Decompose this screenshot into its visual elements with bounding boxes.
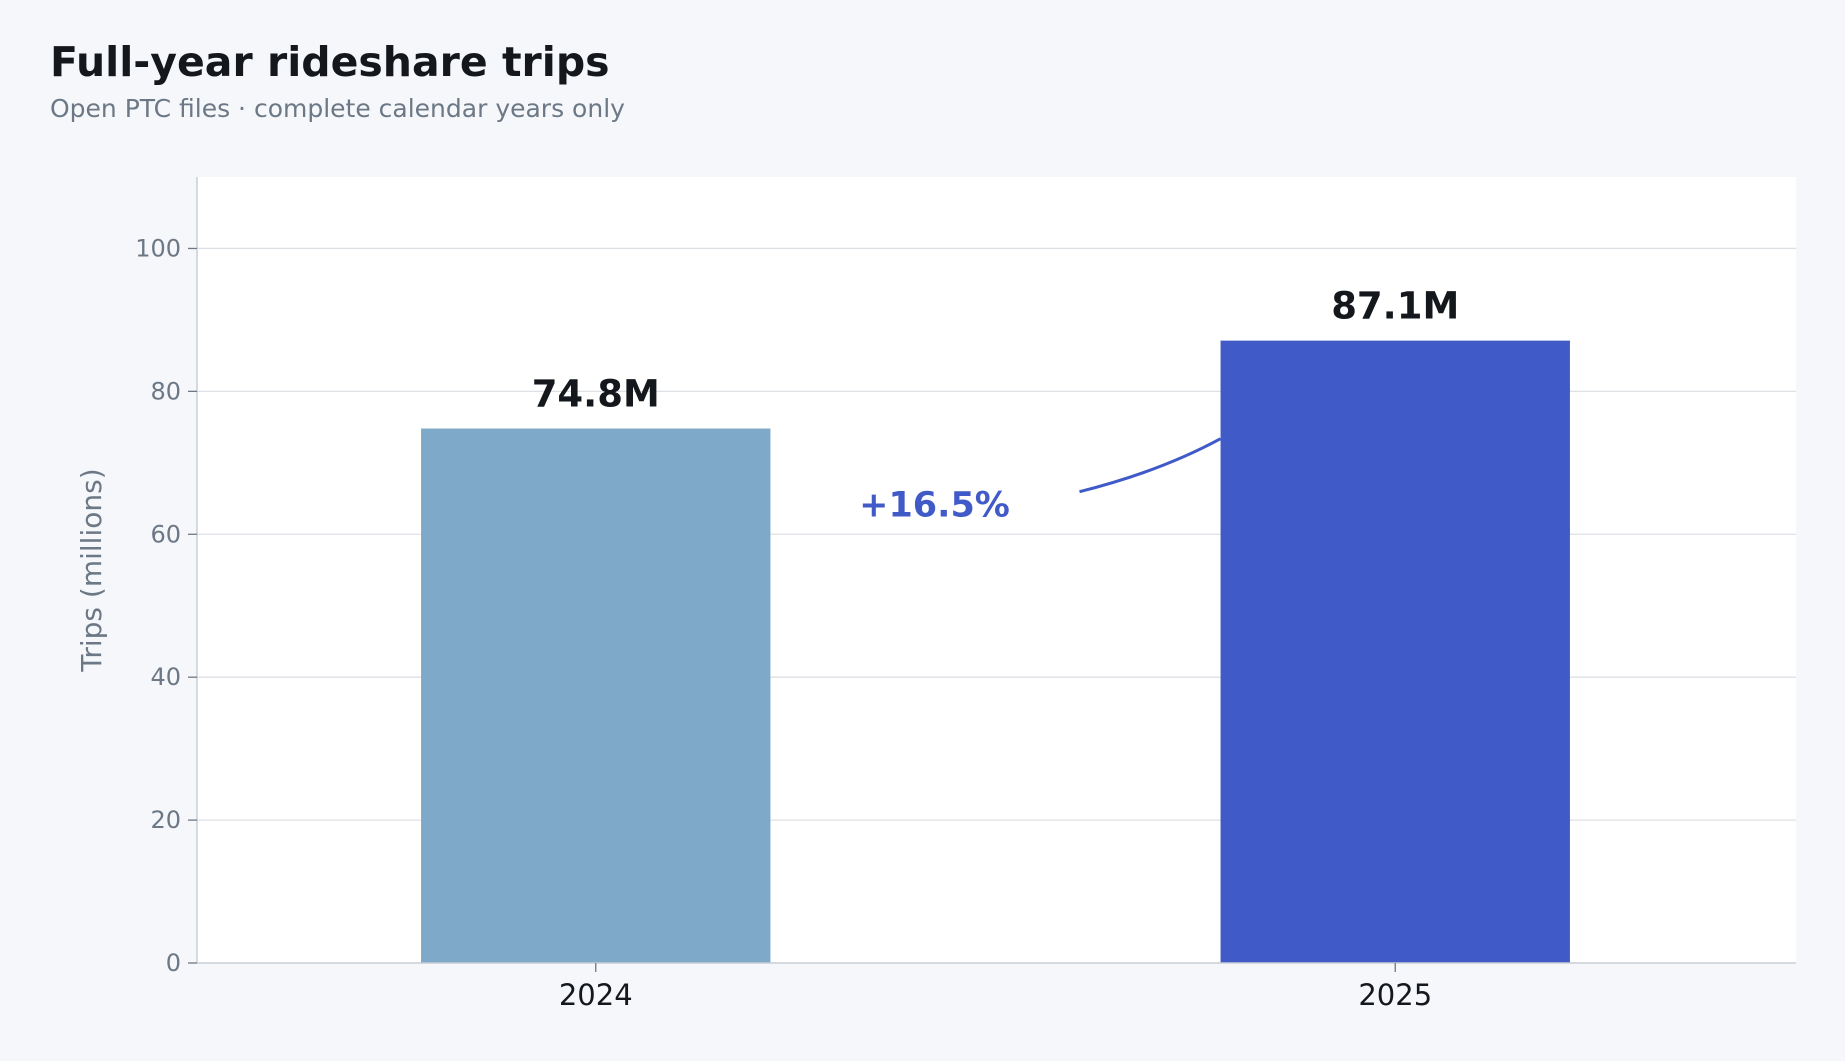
y-tick-label: 20 (150, 806, 181, 834)
axes (188, 177, 1796, 972)
x-tick-label: 2024 (559, 978, 633, 1012)
growth-annotation: +16.5% (859, 437, 1222, 526)
bars (421, 340, 1570, 963)
growth-label: +16.5% (859, 486, 1010, 526)
y-tick-label: 60 (150, 520, 181, 548)
y-tick-label: 40 (150, 663, 181, 691)
bar-2024 (421, 428, 771, 963)
data-label: 74.8M (532, 373, 660, 416)
chart-title: Full-year rideshare trips (50, 38, 610, 86)
annotation-arrow (1079, 437, 1222, 494)
y-tick-label: 0 (166, 949, 181, 977)
chart-subtitle: Open PTC files · complete calendar years… (50, 94, 625, 123)
y-axis-title: Trips (millions) (75, 468, 108, 672)
y-tick-label: 100 (135, 234, 181, 262)
bar-2025 (1220, 340, 1570, 963)
y-tick-label: 80 (150, 377, 181, 405)
x-tick-label: 2025 (1358, 978, 1432, 1012)
data-label: 87.1M (1331, 285, 1459, 328)
labels: 0 20 40 60 80 100 2024 74.8M 2025 87.1M (135, 234, 1459, 1012)
